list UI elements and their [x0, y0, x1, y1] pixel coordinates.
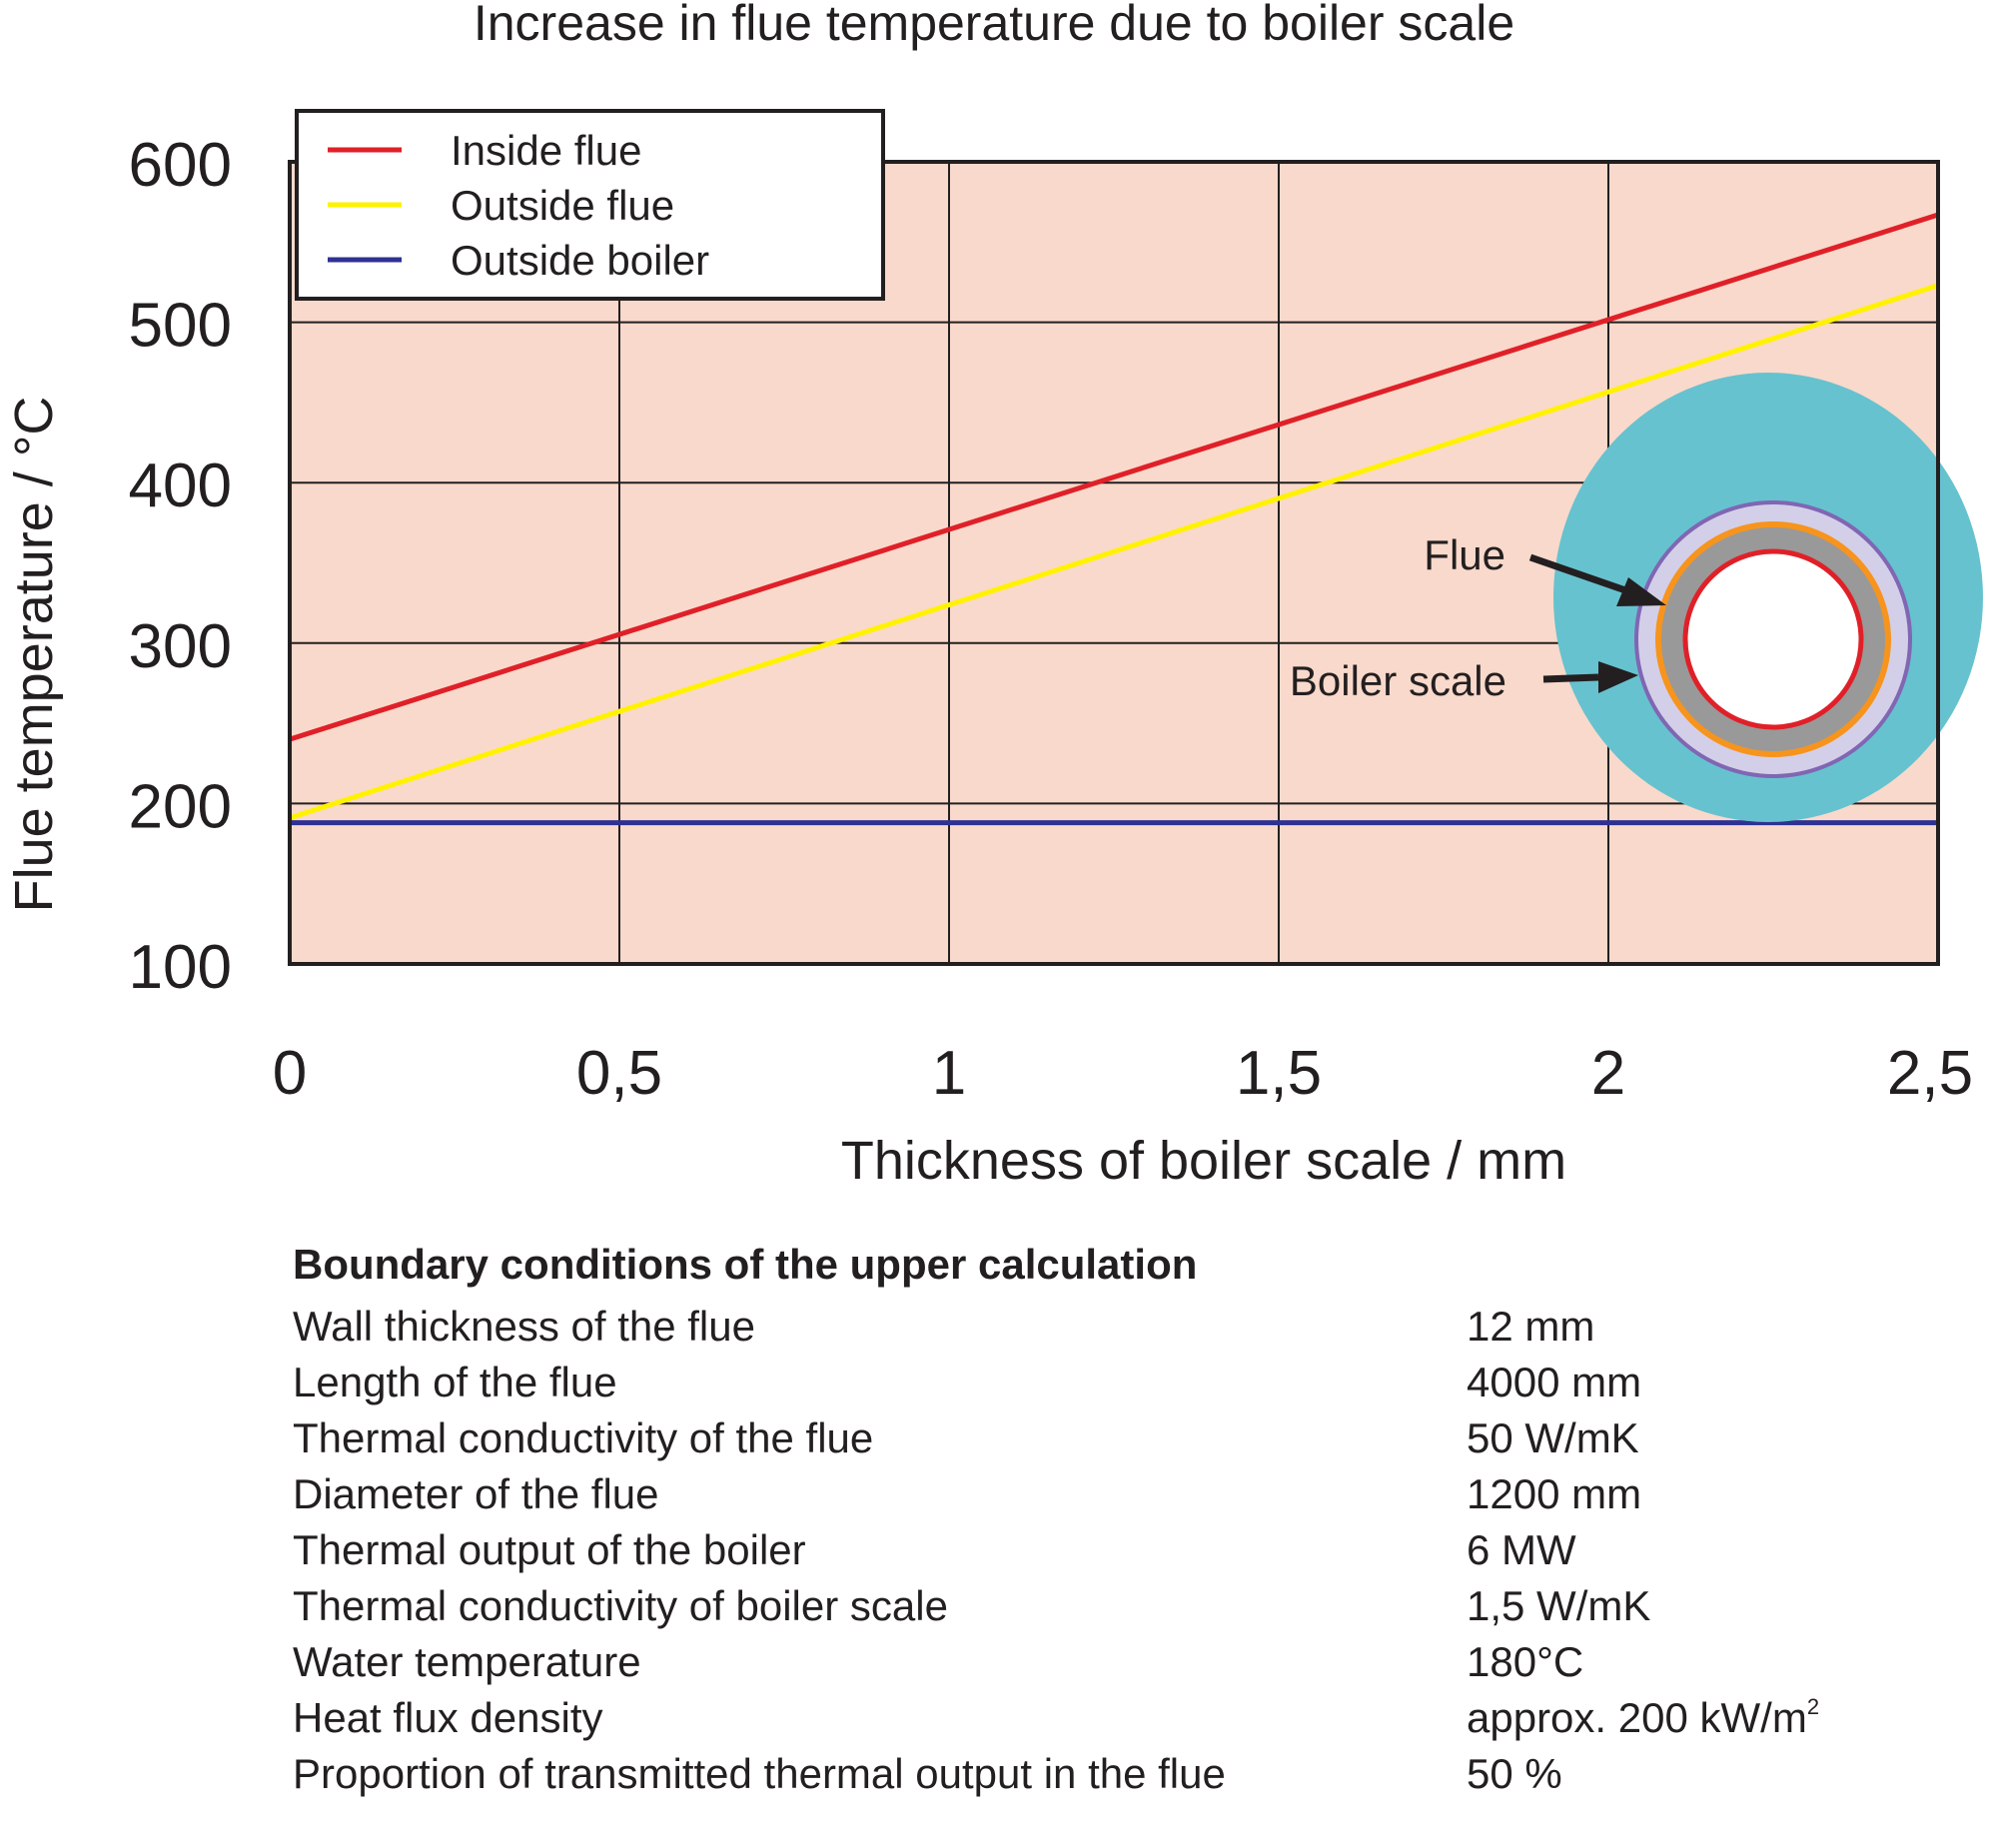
- x-tick-label: 1,5: [1236, 1039, 1322, 1108]
- condition-row: Thermal output of the boiler 6 MW: [293, 1522, 1941, 1578]
- boiler-scale-arrow: [1542, 673, 1599, 683]
- condition-value: 50 %: [1467, 1750, 1562, 1797]
- y-tick-label: 600: [129, 131, 232, 200]
- condition-row: Wall thickness of the flue 12 mm: [293, 1299, 1941, 1355]
- condition-row: Thermal conductivity of the flue 50 W/mK: [293, 1410, 1941, 1466]
- y-tick-label: 500: [129, 292, 232, 361]
- condition-label: Wall thickness of the flue: [293, 1303, 755, 1350]
- condition-label: Heat flux density: [293, 1694, 603, 1741]
- condition-label: Length of the flue: [293, 1359, 617, 1405]
- legend-label: Outside flue: [451, 182, 674, 229]
- condition-row: Length of the flue 4000 mm: [293, 1355, 1941, 1410]
- boiler-scale-label: Boiler scale: [1290, 657, 1506, 704]
- condition-label: Thermal conductivity of boiler scale: [293, 1582, 948, 1629]
- legend-label: Inside flue: [451, 127, 641, 174]
- plot-frame: [288, 160, 1940, 966]
- boundary-conditions-heading: Boundary conditions of the upper calcula…: [293, 1241, 1198, 1288]
- series-line-inside-flue: [289, 212, 1939, 742]
- condition-label: Proportion of transmitted thermal output…: [293, 1750, 1226, 1797]
- y-axis-label: Flue temperature / °C: [4, 397, 64, 913]
- flue-arrow: [1528, 553, 1630, 595]
- condition-value-superscript: 2: [1806, 1694, 1820, 1719]
- condition-row: Heat flux density approx. 200 kW/m2: [293, 1690, 1941, 1746]
- x-tick-label: 1: [932, 1039, 966, 1108]
- condition-label: Thermal output of the boiler: [293, 1526, 806, 1573]
- condition-row: Water temperature 180°C: [293, 1634, 1941, 1690]
- condition-row: Proportion of transmitted thermal output…: [293, 1746, 1941, 1802]
- x-tick-label: 0,5: [576, 1039, 662, 1108]
- boiler-scale-arrow-head: [1598, 661, 1638, 693]
- x-tick-label: 2,5: [1887, 1039, 1973, 1108]
- condition-value: 1,5 W/mK: [1467, 1582, 1651, 1629]
- x-axis-label: Thickness of boiler scale / mm: [841, 1131, 1566, 1191]
- chart: Increase in flue temperature due to boil…: [4, 0, 1983, 1191]
- condition-value: 4000 mm: [1467, 1359, 1642, 1405]
- x-axis-ticks: 0 0,5 1 1,5 2 2,5: [273, 1039, 1973, 1108]
- flue-label: Flue: [1424, 531, 1505, 578]
- boundary-conditions-table: Wall thickness of the flue 12 mm Length of…: [293, 1299, 1941, 1802]
- chart-title: Increase in flue temperature due to boil…: [474, 0, 1514, 51]
- y-tick-label: 300: [129, 612, 232, 681]
- flue-cross-section: Flue Boiler scale: [1290, 373, 1983, 822]
- flue-arrow-head: [1616, 577, 1666, 606]
- series-line-outside-flue: [289, 283, 1939, 821]
- condition-value: 1200 mm: [1467, 1470, 1642, 1517]
- x-tick-label: 0: [273, 1039, 307, 1108]
- condition-row: Thermal conductivity of boiler scale 1,5 …: [293, 1578, 1941, 1634]
- condition-label: Diameter of the flue: [293, 1470, 659, 1517]
- y-axis-ticks: 100 200 300 400 500 600: [129, 131, 232, 1002]
- y-tick-label: 100: [129, 933, 232, 1002]
- condition-row: Diameter of the flue 1200 mm: [293, 1466, 1941, 1522]
- series-lines: [289, 212, 1939, 826]
- y-tick-label: 400: [129, 452, 232, 520]
- condition-value: 50 W/mK: [1467, 1414, 1639, 1461]
- condition-value: 180°C: [1467, 1638, 1584, 1685]
- condition-value: 12 mm: [1467, 1303, 1595, 1350]
- condition-label: Water temperature: [293, 1638, 641, 1685]
- condition-label: Thermal conductivity of the flue: [293, 1414, 874, 1461]
- condition-value: approx. 200 kW/m2: [1467, 1694, 1820, 1741]
- condition-value: 6 MW: [1467, 1526, 1576, 1573]
- flue-interior: [1682, 548, 1864, 730]
- legend-label: Outside boiler: [451, 237, 709, 284]
- x-tick-label: 2: [1591, 1039, 1625, 1108]
- y-tick-label: 200: [129, 772, 232, 841]
- legend: Inside flue Outside flue Outside boiler: [295, 109, 885, 301]
